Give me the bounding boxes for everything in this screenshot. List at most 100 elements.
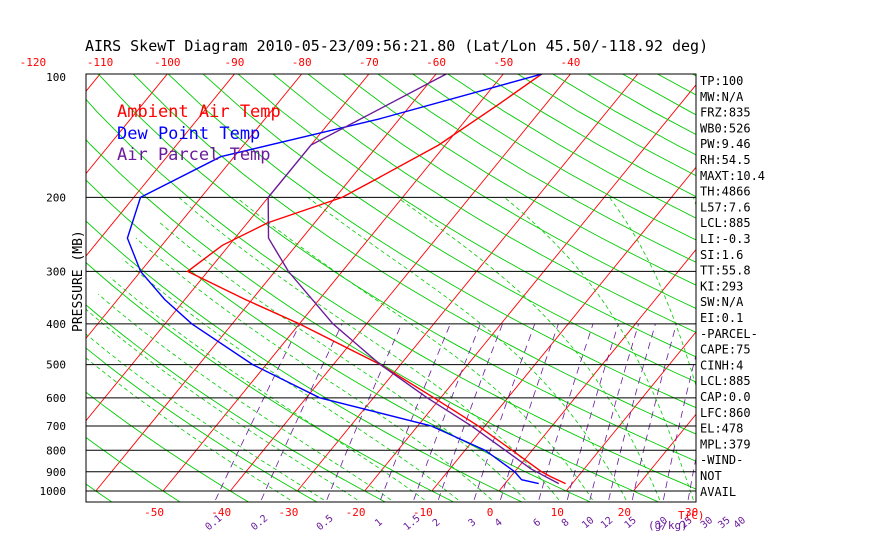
mixing-ratio-line [566,323,619,501]
pressure-tick-label: 100 [46,71,66,84]
dry-adiabat-line [656,74,696,96]
mixing-ratio-tick-label: 6 [531,517,543,529]
mixing-ratio-tick-label: 3 [467,517,479,529]
isotherm-line [633,413,696,492]
index-item: WB0:526 [700,121,751,135]
index-item: LCL:885 [700,374,751,388]
index-item: FRZ:835 [700,106,751,120]
bottom-temp-tick-label: -10 [413,506,433,519]
mixing-ratio-tick-label: 8 [560,517,572,529]
bottom-temp-ticks: -50 -40 -30 -20 -10 0 10 20 30 [144,506,698,519]
mixing-ratio-line [608,323,656,500]
index-item: TP:100 [700,74,743,88]
mixing-ratio-tick-label: 35 [716,515,732,531]
mixing-ratio-tick-label: 4 [493,517,505,529]
top-temp-tick-label: -120 [20,56,47,69]
skewt-grid [86,40,870,508]
top-temp-tick-label: -60 [426,56,446,69]
bottom-temp-tick-label: 30 [685,506,698,519]
temp-unit-label: T(C) [678,509,705,522]
moist-adiabat-line [236,197,593,501]
pressure-tick-label: 700 [46,420,66,433]
dry-adiabat-line [826,71,870,508]
plot-frame [85,73,697,503]
isotherm-line [565,331,696,492]
pressure-ticks: 100 200 300 400 500 600 700 800 900 1000 [40,71,67,498]
dry-adiabat-line [86,483,113,502]
mixing-ratio-line [260,323,343,501]
pressure-tick-label: 300 [46,265,66,278]
index-item: KI:293 [700,279,743,293]
mixing-ratio-line [437,323,503,501]
legend-parcel: Air Parcel Temp [117,145,271,165]
top-temp-tick-label: -110 [87,56,114,69]
mixing-ratio-tick-label: 1 [373,517,385,529]
dry-adiabat-line [861,71,870,508]
isotherm-line [162,74,504,492]
bottom-temp-tick-label: -30 [278,506,298,519]
index-item: MAXT:10.4 [700,169,765,183]
isotherm-line [86,74,303,340]
top-temp-tick-label: -50 [493,56,513,69]
index-item: LCL:885 [700,216,751,230]
moist-adiabat-line [504,197,694,501]
legend-ambient: Ambient Air Temp [117,102,281,122]
bottom-temp-tick-label: 0 [487,506,494,519]
index-item: SW:N/A [700,295,744,309]
mixing-ratio-tick-label: 2 [431,517,443,529]
mixing-ratio-line [663,353,696,500]
index-item: LI:-0.3 [700,232,751,246]
moist-adiabat-line [86,357,291,501]
mixing-ratio-tick-label: 12 [599,515,615,531]
moist-adiabat-line [307,197,627,501]
y-axis-label: PRESSURE (MB) [71,230,86,332]
top-temp-ticks: -120 -110 -100 -90 -80 -70 -60 -50 -40 [20,56,581,69]
index-item: -PARCEL- [700,327,758,341]
mixing-ratio-line [326,323,402,501]
mixing-ratio-line [500,323,559,501]
series-line [267,74,560,485]
bottom-temp-tick-label: -20 [346,506,366,519]
index-item: CAP:0.0 [700,390,751,404]
dry-adiabat-line [791,71,870,508]
index-item: L57:7.6 [700,200,751,214]
moist-adiabat-line [397,197,661,501]
mix-unit-label: (g/kg) [648,519,688,532]
mixing-ratio-tick-label: 40 [732,515,748,531]
isotherm-line [229,74,572,492]
index-item: AVAIL [700,485,736,499]
mixing-ratio-tick-label: 10 [580,515,596,531]
bottom-temp-tick-label: 10 [551,506,564,519]
index-item: EL:478 [700,422,743,436]
bottom-temp-tick-label: -40 [211,506,231,519]
dry-adiabat-line [86,436,181,502]
top-temp-tick-label: -100 [154,56,181,69]
index-item: NOT [700,469,722,483]
top-temp-tick-label: -40 [561,56,581,69]
index-item: -WIND- [700,453,743,467]
moist-adiabat-line [86,308,358,501]
isotherm-line [431,166,696,492]
pressure-tick-label: 900 [46,466,66,479]
isotherm-line [95,74,437,492]
moist-adiabat-line [98,293,392,501]
mixing-ratio-line [631,323,677,500]
legend-dewpoint: Dew Point Temp [117,124,260,144]
pressure-tick-label: 400 [46,318,66,331]
isotherm-line [86,74,236,257]
index-item: PW:9.46 [700,137,751,151]
dry-adiabat-line [411,74,696,241]
moist-adiabat-line [122,258,459,501]
index-item: TH:4866 [700,185,751,199]
isotherm-line [498,248,696,492]
profile-lines [126,74,566,485]
isotherm-line [768,40,870,491]
index-item: LFC:860 [700,406,751,420]
isotherm-line [835,40,870,491]
dry-adiabat-line [237,74,696,358]
pressure-tick-label: 200 [46,191,66,204]
pressure-tick-label: 1000 [40,485,67,498]
moist-adiabat-line [135,237,492,501]
pressure-tick-label: 600 [46,392,66,405]
